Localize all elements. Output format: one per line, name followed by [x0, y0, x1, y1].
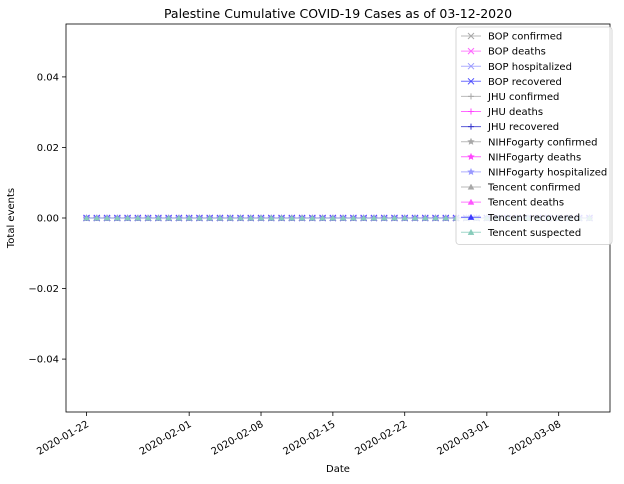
- legend-label: BOP deaths: [488, 47, 546, 58]
- legend-marker: [468, 93, 474, 100]
- legend-marker: [467, 183, 475, 190]
- legend-label: NIHFogarty confirmed: [488, 137, 598, 148]
- legend-marker: [467, 198, 475, 205]
- data-point: [360, 214, 368, 221]
- data-point: [329, 214, 337, 221]
- x-tick-label: 2020-02-15: [282, 419, 338, 458]
- y-tick-label: −0.04: [28, 355, 59, 366]
- legend-label: NIHFogarty deaths: [488, 152, 581, 163]
- legend-label: Tencent confirmed: [487, 183, 580, 194]
- data-point: [308, 214, 316, 221]
- x-axis-label: Date: [326, 464, 350, 475]
- data-point: [134, 214, 142, 221]
- data-point: [226, 214, 234, 221]
- data-point: [432, 214, 439, 221]
- data-point: [124, 214, 131, 221]
- data-point: [103, 214, 111, 221]
- data-point: [144, 214, 152, 221]
- legend-item-jhu-recovered: JHU recovered: [461, 122, 559, 133]
- x-tick-label: 2020-02-01: [138, 419, 194, 458]
- y-tick-label: 0.02: [37, 143, 59, 154]
- x-tick-label: 2020-02-22: [353, 419, 409, 458]
- legend-marker: [467, 47, 475, 55]
- legend-label: JHU recovered: [487, 122, 559, 133]
- data-point: [206, 214, 214, 221]
- legend-marker: [467, 62, 475, 70]
- legend-item-bop-recovered: BOP recovered: [461, 77, 562, 88]
- data-point: [93, 214, 101, 221]
- legend-marker: [467, 213, 475, 220]
- legend-item-bop-hospitalized: BOP hospitalized: [461, 62, 572, 73]
- legend-marker: [467, 228, 475, 235]
- legend-item-jhu-confirmed: JHU confirmed: [461, 92, 559, 103]
- legend-item-bop-deaths: BOP deaths: [461, 47, 546, 58]
- legend-item-tencent-suspected: Tencent suspected: [461, 228, 581, 239]
- data-point: [380, 214, 388, 221]
- y-axis-label: Total events: [6, 188, 17, 249]
- legend-item-bop-confirmed: BOP confirmed: [461, 32, 562, 43]
- data-point: [216, 214, 224, 221]
- legend-label: BOP confirmed: [488, 32, 562, 43]
- legend-box: [455, 26, 613, 245]
- legend-marker: [467, 152, 475, 161]
- data-point: [237, 214, 244, 221]
- x-tick-label: 2020-03-01: [435, 419, 491, 458]
- legend-label: BOP hospitalized: [488, 62, 572, 73]
- legend-item-nihfogarty-deaths: NIHFogarty deaths: [461, 152, 581, 163]
- data-point: [155, 214, 162, 221]
- legend-marker: [467, 137, 475, 145]
- legend-label: Tencent recovered: [487, 213, 580, 224]
- data-point: [442, 214, 450, 221]
- data-point: [278, 214, 285, 221]
- legend-label: Tencent suspected: [487, 228, 581, 239]
- legend-marker: [468, 108, 474, 115]
- data-point: [391, 214, 398, 221]
- data-point: [113, 214, 121, 221]
- legend-label: JHU confirmed: [487, 92, 559, 103]
- legend-label: BOP recovered: [488, 77, 562, 88]
- data-point: [83, 214, 90, 221]
- data-point: [196, 214, 203, 221]
- data-point: [319, 214, 326, 221]
- data-point: [298, 214, 306, 221]
- legend-label: Tencent deaths: [487, 198, 564, 209]
- data-point: [370, 214, 378, 221]
- data-point: [247, 214, 255, 221]
- legend-item-jhu-deaths: JHU deaths: [461, 107, 543, 118]
- x-tick-label: 2020-01-22: [35, 419, 91, 458]
- legend-marker: [467, 77, 475, 85]
- data-point: [350, 214, 357, 221]
- data-point: [165, 214, 172, 221]
- data-point: [257, 214, 265, 221]
- legend-item-tencent-deaths: Tencent deaths: [461, 198, 564, 209]
- x-tick-label: 2020-03-08: [507, 419, 563, 458]
- data-point: [421, 214, 429, 221]
- legend-item-tencent-confirmed: Tencent confirmed: [461, 183, 580, 194]
- data-point: [411, 214, 419, 221]
- data-point: [339, 214, 347, 221]
- data-point: [185, 214, 193, 221]
- y-tick-label: −0.02: [28, 284, 59, 295]
- legend-item-nihfogarty-confirmed: NIHFogarty confirmed: [461, 137, 598, 148]
- legend-marker: [467, 32, 475, 40]
- legend-marker: [468, 123, 474, 130]
- legend-label: JHU deaths: [487, 107, 543, 118]
- legend-item-nihfogarty-hospitalized: NIHFogarty hospitalized: [461, 168, 607, 179]
- legend-item-tencent-recovered: Tencent recovered: [461, 213, 580, 224]
- y-tick-label: 0.04: [37, 72, 59, 83]
- data-point: [401, 214, 409, 221]
- data-point: [267, 214, 275, 221]
- legend-marker: [467, 167, 475, 176]
- y-tick-label: 0.00: [37, 214, 59, 225]
- chart-title: Palestine Cumulative COVID-19 Cases as o…: [164, 6, 512, 21]
- data-point: [288, 214, 296, 221]
- data-point: [175, 214, 183, 221]
- legend-label: NIHFogarty hospitalized: [488, 168, 607, 179]
- legend: BOP confirmed BOP deaths BOP hospitalized B…: [455, 26, 613, 245]
- x-tick-label: 2020-02-08: [210, 419, 266, 458]
